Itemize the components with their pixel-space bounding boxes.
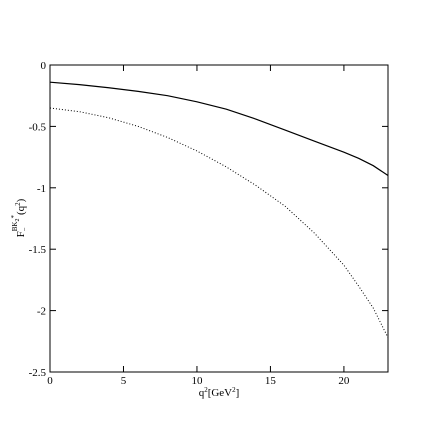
x-tick-label: 5	[121, 375, 127, 387]
y-tick-label: -2.5	[29, 367, 47, 379]
x-axis-label-part: 2	[204, 386, 208, 394]
x-tick-label: 10	[191, 375, 203, 387]
y-tick-label: -0.5	[29, 121, 47, 133]
x-axis-label-part: 2	[232, 386, 236, 394]
y-axis-label-part: −	[21, 227, 29, 231]
y-axis-label-part: F	[15, 231, 27, 237]
x-axis-label: q2[GeV2]	[199, 386, 240, 399]
x-axis-label-part: ]	[236, 387, 240, 399]
x-axis-label-part: [GeV	[208, 387, 232, 399]
y-axis-label: F−BK2*(q2)	[10, 198, 29, 237]
x-tick-label: 0	[47, 375, 53, 387]
y-axis-label-part: 2	[14, 202, 22, 206]
data-line	[49, 107, 389, 338]
x-tick-label: 15	[265, 375, 277, 387]
y-axis-label-part: (q	[15, 205, 27, 215]
y-axis-label-part: *	[10, 215, 18, 219]
x-tick-label: 20	[338, 375, 350, 387]
y-tick-label: -1	[37, 183, 46, 195]
y-axis-label-part: 2	[15, 219, 21, 222]
plot-frame	[49, 64, 389, 373]
y-tick-label: -2	[37, 306, 46, 318]
x-axis-label-part: q	[199, 387, 205, 399]
y-tick-label: 0	[41, 60, 47, 72]
y-axis-label-part: )	[15, 198, 27, 202]
y-axis-label-part: BK	[11, 222, 19, 232]
data-line	[49, 81, 389, 177]
y-tick-label: -1.5	[29, 244, 47, 256]
